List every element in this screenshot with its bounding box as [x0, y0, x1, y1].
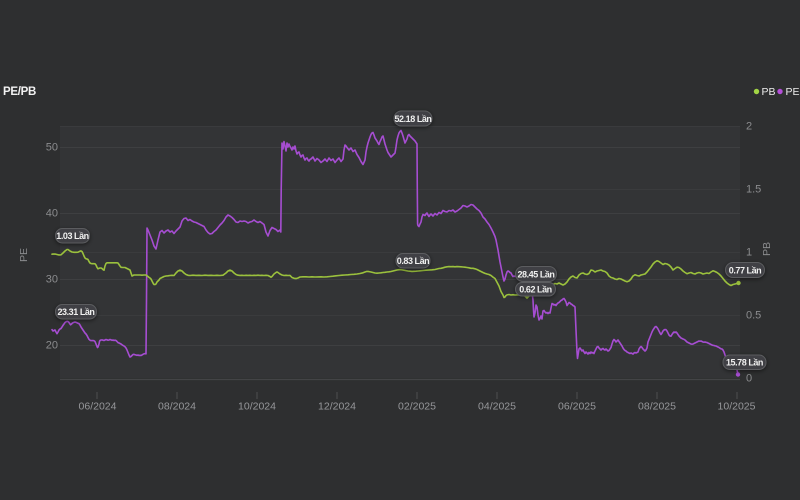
svg-text:08/2024: 08/2024	[158, 401, 196, 413]
svg-text:30: 30	[46, 274, 58, 286]
svg-text:0.62 Lần: 0.62 Lần	[519, 285, 551, 295]
svg-text:08/2025: 08/2025	[638, 401, 676, 413]
svg-text:0.5: 0.5	[746, 310, 761, 322]
svg-text:PE/PB: PE/PB	[3, 86, 36, 98]
svg-text:1.5: 1.5	[746, 184, 761, 196]
svg-text:40: 40	[46, 208, 58, 220]
svg-text:10/2025: 10/2025	[718, 401, 756, 413]
svg-text:PE: PE	[786, 86, 800, 98]
svg-text:28.45 Lần: 28.45 Lần	[518, 269, 555, 279]
svg-text:06/2024: 06/2024	[79, 401, 117, 413]
svg-text:50: 50	[46, 142, 58, 154]
svg-text:PB: PB	[761, 242, 773, 256]
svg-text:1: 1	[746, 247, 752, 259]
svg-text:02/2025: 02/2025	[398, 401, 436, 413]
svg-text:23.31 Lần: 23.31 Lần	[58, 307, 95, 317]
svg-text:15.78 Lần: 15.78 Lần	[726, 358, 763, 368]
svg-text:52.18 Lần: 52.18 Lần	[395, 114, 432, 124]
svg-text:20: 20	[46, 340, 58, 352]
svg-text:12/2024: 12/2024	[318, 401, 356, 413]
svg-text:04/2025: 04/2025	[478, 401, 516, 413]
svg-text:06/2025: 06/2025	[558, 401, 596, 413]
svg-text:PE: PE	[18, 248, 30, 262]
svg-text:0: 0	[746, 373, 752, 385]
svg-text:0.77 Lần: 0.77 Lần	[729, 265, 761, 275]
svg-text:1.03 Lần: 1.03 Lần	[56, 231, 88, 241]
svg-text:10/2024: 10/2024	[238, 401, 276, 413]
svg-text:PB: PB	[762, 86, 776, 98]
svg-text:0.83 Lần: 0.83 Lần	[397, 256, 429, 266]
svg-text:2: 2	[746, 121, 752, 133]
